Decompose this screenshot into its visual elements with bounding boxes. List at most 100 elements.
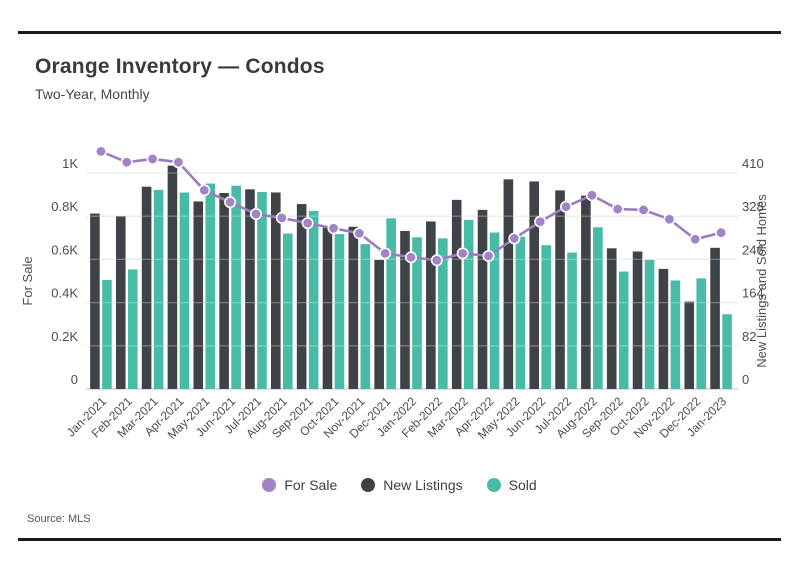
bar-new-listings bbox=[426, 221, 436, 389]
for-sale-point bbox=[663, 213, 676, 226]
bar-sold bbox=[618, 271, 629, 389]
bar-new-listings bbox=[503, 179, 514, 389]
for-sale-point bbox=[275, 211, 288, 224]
for-sale-point bbox=[353, 227, 366, 240]
bar-new-listings bbox=[684, 301, 695, 389]
legend-label: Sold bbox=[508, 477, 537, 493]
left-tick-label: 0 bbox=[71, 372, 78, 387]
left-axis-title: For Sale bbox=[20, 256, 35, 305]
bar-sold bbox=[670, 280, 681, 389]
legend-swatch-icon bbox=[486, 478, 501, 492]
bar-new-listings bbox=[581, 195, 591, 389]
for-sale-point bbox=[94, 145, 107, 158]
for-sale-point bbox=[689, 233, 702, 246]
for-sale-point bbox=[327, 222, 340, 235]
bar-new-listings bbox=[529, 181, 539, 389]
bar-sold bbox=[438, 238, 448, 389]
legend-swatch-icon bbox=[361, 478, 376, 492]
right-tick-label: 0 bbox=[742, 372, 749, 387]
bar-sold bbox=[127, 269, 138, 389]
chart-subtitle: Two-Year, Monthly bbox=[35, 86, 150, 102]
bar-sold bbox=[386, 218, 396, 389]
right-tick-label: 246 bbox=[742, 242, 764, 257]
bar-sold bbox=[257, 191, 267, 389]
for-sale-point bbox=[508, 232, 521, 245]
left-tick-label: 0.8K bbox=[51, 199, 78, 214]
left-tick-label: 1K bbox=[62, 156, 78, 171]
bar-new-listings bbox=[219, 193, 229, 389]
bar-sold bbox=[153, 189, 164, 389]
bar-sold bbox=[205, 183, 216, 389]
for-sale-point bbox=[430, 254, 443, 267]
bar-sold bbox=[102, 279, 112, 389]
bar-sold bbox=[308, 210, 319, 389]
bar-new-listings bbox=[296, 204, 307, 389]
legend-item-new-listings: New Listings bbox=[361, 477, 463, 493]
bar-new-listings bbox=[348, 226, 359, 389]
bar-sold bbox=[463, 219, 474, 389]
bar-sold bbox=[231, 185, 241, 389]
right-tick-label: 164 bbox=[742, 286, 764, 301]
for-sale-point bbox=[146, 152, 159, 165]
bar-new-listings bbox=[271, 192, 281, 389]
right-tick-label: 410 bbox=[742, 156, 764, 171]
bar-sold bbox=[412, 237, 422, 389]
bar-sold bbox=[696, 278, 707, 389]
top-rule bbox=[18, 31, 781, 34]
bar-sold bbox=[283, 233, 293, 389]
bar-sold bbox=[179, 192, 190, 389]
bar-sold bbox=[593, 227, 603, 389]
for-sale-point bbox=[715, 226, 728, 239]
legend-swatch-icon bbox=[262, 478, 277, 492]
source-note: Source: MLS bbox=[27, 513, 91, 525]
bar-new-listings bbox=[115, 216, 126, 389]
left-tick-label: 0.4K bbox=[51, 286, 78, 301]
bar-new-listings bbox=[167, 165, 178, 389]
bar-new-listings bbox=[245, 189, 255, 389]
bar-new-listings bbox=[374, 259, 384, 389]
bar-sold bbox=[722, 314, 732, 389]
bar-new-listings bbox=[322, 227, 333, 389]
bar-sold bbox=[334, 234, 345, 389]
for-sale-point bbox=[611, 203, 624, 216]
bar-new-listings bbox=[606, 248, 617, 389]
for-sale-point bbox=[301, 217, 314, 230]
bar-new-listings bbox=[555, 190, 565, 389]
bottom-rule bbox=[18, 538, 781, 541]
bar-sold bbox=[489, 232, 500, 389]
for-sale-point bbox=[224, 196, 237, 209]
bar-new-listings bbox=[451, 199, 462, 389]
legend-item-for-sale: For Sale bbox=[262, 477, 337, 493]
right-tick-label: 82 bbox=[742, 329, 756, 344]
for-sale-point bbox=[198, 184, 211, 197]
right-tick-label: 328 bbox=[742, 199, 764, 214]
legend-label: New Listings bbox=[383, 477, 463, 493]
bar-new-listings bbox=[90, 213, 100, 389]
legend: For Sale New Listings Sold bbox=[0, 477, 799, 493]
for-sale-point bbox=[482, 249, 495, 262]
for-sale-point bbox=[249, 208, 262, 221]
bar-new-listings bbox=[632, 251, 643, 389]
bar-new-listings bbox=[400, 230, 410, 389]
bar-new-listings bbox=[141, 186, 152, 389]
for-sale-point bbox=[456, 247, 469, 260]
for-sale-point bbox=[120, 156, 133, 169]
bar-sold bbox=[644, 259, 655, 389]
legend-item-sold: Sold bbox=[486, 477, 537, 493]
for-sale-point bbox=[585, 189, 598, 202]
for-sale-point bbox=[172, 156, 185, 169]
for-sale-point bbox=[534, 215, 547, 228]
bar-sold bbox=[567, 252, 577, 389]
for-sale-point bbox=[379, 247, 392, 260]
right-axis-title: New Listings and Sold Homes bbox=[754, 194, 769, 368]
chart-title: Orange Inventory — Condos bbox=[35, 55, 325, 78]
bar-sold bbox=[541, 245, 551, 389]
for-sale-point bbox=[560, 200, 573, 213]
left-tick-label: 0.6K bbox=[51, 242, 78, 257]
legend-label: For Sale bbox=[284, 477, 338, 493]
left-tick-label: 0.2K bbox=[51, 329, 78, 344]
for-sale-point bbox=[637, 203, 650, 216]
bar-new-listings bbox=[658, 268, 669, 389]
bar-sold bbox=[515, 236, 526, 389]
